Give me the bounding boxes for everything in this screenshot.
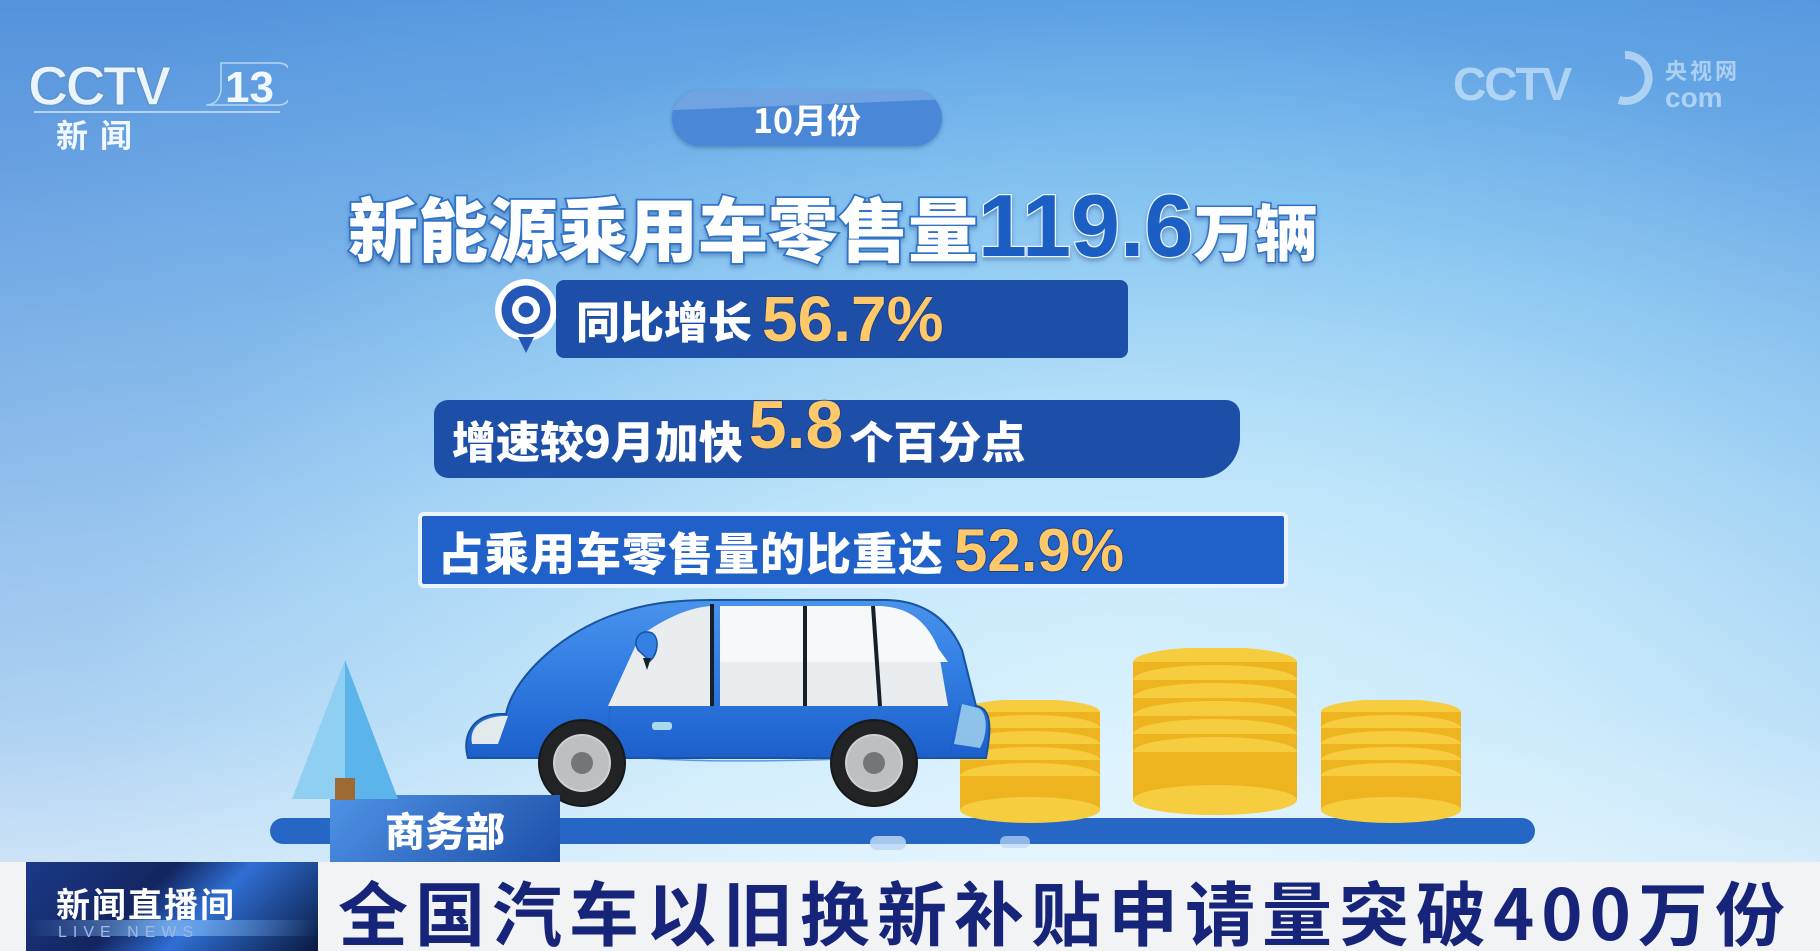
svg-text:CCTV: CCTV (28, 54, 171, 117)
svg-text:13: 13 (225, 63, 274, 112)
svg-text:com: com (1665, 82, 1723, 113)
svg-text:CCTV: CCTV (1453, 58, 1573, 110)
svg-text:新闻: 新闻 (56, 111, 144, 155)
